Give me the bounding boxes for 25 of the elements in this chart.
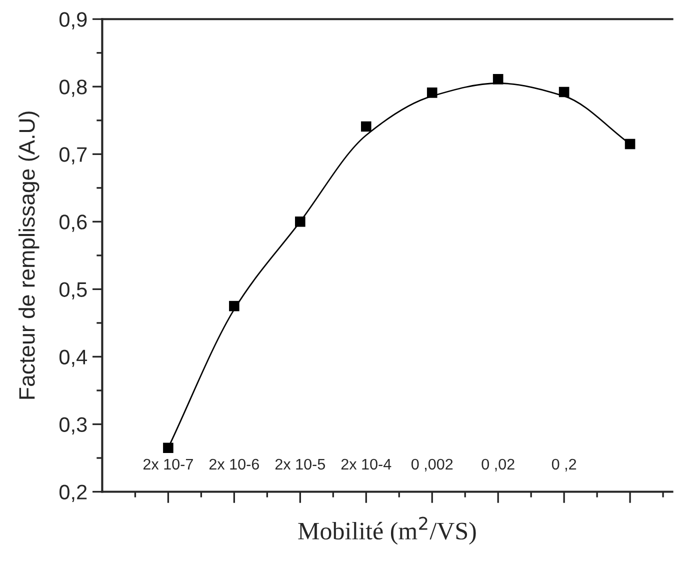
y-tick-label: 0,9: [59, 12, 87, 30]
y-tick-label: 0,3: [59, 417, 87, 434]
y-tick-label: 0,2: [59, 484, 87, 502]
y-tick-label: 0,4: [59, 350, 88, 367]
x-tick-label: 2x 10-6: [209, 458, 259, 470]
x-tick-label: 0 ,002: [411, 458, 453, 472]
point: [229, 300, 240, 312]
y-tick-label: 0,6: [59, 214, 87, 232]
x-tick-label: 2x 10-7: [143, 458, 193, 470]
x-tick-label: 0 ,2: [552, 458, 576, 472]
y-tick-label: 0,8: [59, 80, 87, 97]
x-tick-label: 2x 10-5: [275, 458, 325, 470]
y-tick-label: 0,7: [59, 147, 87, 164]
x-tick-label: 2x 10-4: [341, 458, 392, 470]
point: [360, 121, 372, 132]
x-axis-title: Mobilité (m$^{2}$/VS): [298, 516, 476, 545]
x-tick-label: 0 ,02: [482, 458, 514, 472]
y-tick-label: 0,5: [59, 282, 87, 300]
y-axis-title: Facteur de remplissage (A.U): [18, 112, 40, 399]
point: [426, 88, 438, 98]
point: [492, 74, 504, 84]
point: [558, 86, 570, 98]
point: [163, 442, 174, 454]
point: [624, 138, 636, 150]
point: [295, 216, 306, 227]
